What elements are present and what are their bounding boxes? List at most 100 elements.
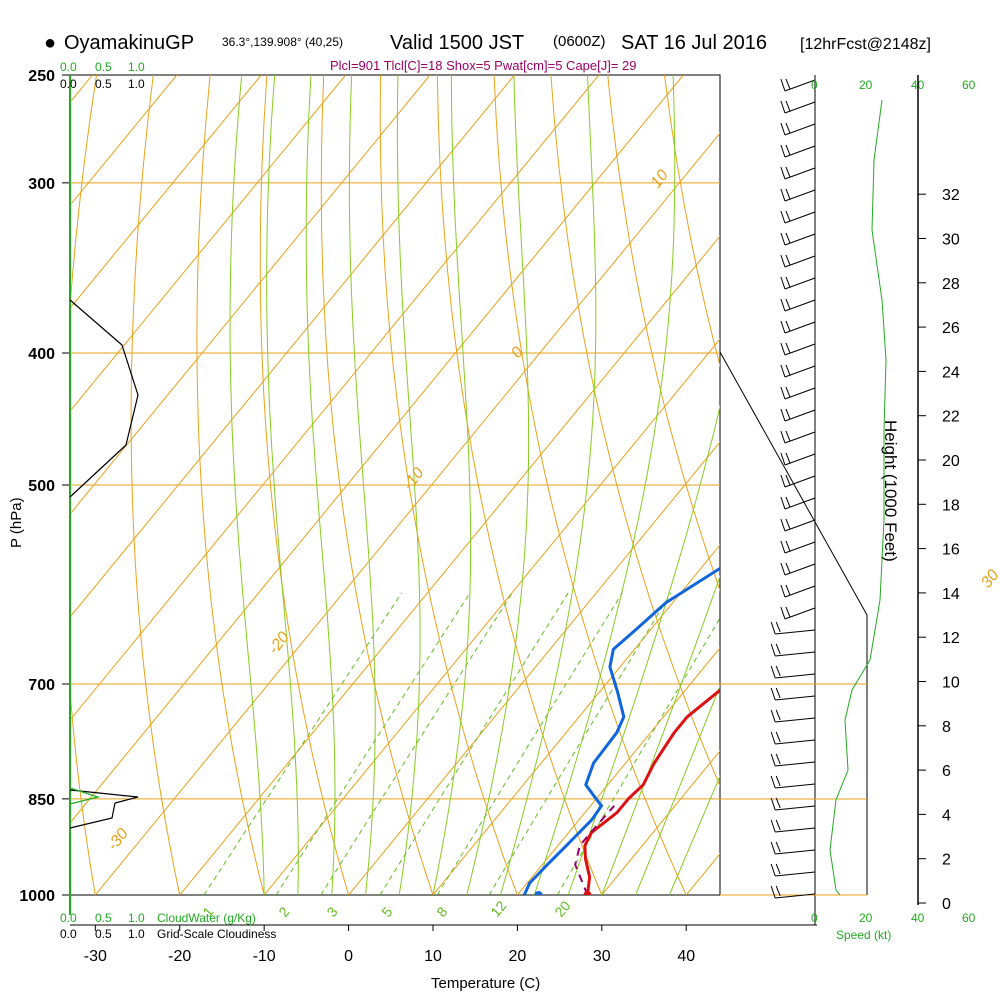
wind-barb-staff bbox=[775, 739, 816, 745]
wind-barb-staff bbox=[784, 189, 816, 202]
wind-barb-staff bbox=[784, 497, 816, 510]
wind-speed-top-60: 60 bbox=[962, 78, 976, 92]
wind-barb-flag bbox=[785, 342, 791, 354]
wind-speed-bottom-40: 40 bbox=[911, 911, 925, 925]
dry-adiabat-line bbox=[320, 75, 434, 895]
wind-barb-flag bbox=[780, 78, 786, 92]
wind-barb-staff bbox=[775, 761, 816, 767]
isotherm-label: -10 bbox=[400, 465, 428, 494]
p-tick-label: 300 bbox=[28, 176, 55, 193]
dry-adiabat-line bbox=[379, 75, 518, 895]
wind-barb-flag bbox=[785, 518, 791, 530]
height-axis-label: Height (1000 Feet) bbox=[881, 420, 900, 562]
temperature-surface-point bbox=[583, 891, 592, 895]
cloudiness-lower-profile bbox=[69, 789, 139, 829]
cloudiness-bottom-1: 1.0 bbox=[128, 927, 145, 941]
wind-barb-staff bbox=[784, 101, 816, 114]
wind-barb-staff bbox=[784, 233, 816, 246]
wind-barb-staff bbox=[784, 255, 816, 268]
p-tick-label: 500 bbox=[28, 478, 55, 495]
wind-barb-flag bbox=[780, 166, 786, 180]
height-tick-label: 12 bbox=[942, 630, 960, 647]
station-name: OyamakinuGP bbox=[64, 32, 194, 54]
wind-barb-flag bbox=[770, 841, 776, 855]
wind-barb-flag bbox=[785, 320, 791, 332]
height-tick-label: 24 bbox=[942, 364, 960, 381]
wind-barb-flag bbox=[780, 540, 786, 554]
wind-barb-staff bbox=[784, 343, 816, 356]
wind-barb-flag bbox=[770, 885, 776, 899]
wind-barb-staff bbox=[784, 365, 816, 378]
wind-barb-flag bbox=[775, 709, 781, 721]
p-tick-label: 850 bbox=[28, 792, 55, 809]
x-tick-label: 0 bbox=[344, 948, 353, 965]
height-tick-label: 26 bbox=[942, 320, 960, 337]
wind-barb-flag bbox=[775, 731, 781, 743]
wind-barb-staff bbox=[784, 387, 816, 400]
wind-speed-bottom-60: 60 bbox=[962, 911, 976, 925]
mixing-ratio-line bbox=[203, 592, 403, 895]
dry-adiabat-line bbox=[607, 75, 720, 592]
p-tick-label: 1000 bbox=[19, 888, 55, 905]
station-dot: ● bbox=[44, 32, 56, 54]
isotherm-line bbox=[432, 544, 720, 895]
wind-barb-staff bbox=[784, 585, 816, 598]
wind-barb-staff bbox=[784, 211, 816, 224]
dewpoint-surface-point bbox=[534, 891, 543, 895]
isotherm-line bbox=[70, 75, 600, 721]
isotherm-line bbox=[70, 75, 431, 515]
dry-adiabat-line bbox=[664, 75, 720, 368]
wind-barb-flag bbox=[785, 474, 791, 486]
wind-barb-flag bbox=[780, 100, 786, 114]
dry-adiabat-line bbox=[493, 75, 687, 895]
wind-barb-flag bbox=[785, 540, 791, 552]
dry-adiabat-line bbox=[550, 75, 720, 787]
height-tick-label: 10 bbox=[942, 675, 960, 692]
wind-barb-flag bbox=[785, 298, 791, 310]
mixing-ratio-line bbox=[379, 592, 569, 895]
wind-barb-staff bbox=[775, 629, 816, 635]
wind-barb-flag bbox=[770, 775, 776, 789]
x-axis-label: Temperature (C) bbox=[431, 975, 540, 992]
wind-speed-bottom-20: 20 bbox=[859, 911, 873, 925]
mixing-ratio-label: 5 bbox=[378, 904, 395, 920]
wind-barb-staff bbox=[784, 431, 816, 444]
wind-barb-staff bbox=[784, 277, 816, 290]
wind-speed-bottom-0: 0 bbox=[811, 911, 818, 925]
height-tick-label: 6 bbox=[942, 763, 951, 780]
valid-date: SAT 16 Jul 2016 bbox=[621, 32, 767, 54]
wind-barb-flag bbox=[770, 643, 776, 657]
wind-barb-flag bbox=[785, 276, 791, 288]
wind-barb-staff bbox=[775, 871, 816, 877]
y-axis-label: P (hPa) bbox=[8, 497, 25, 548]
wind-barb-flag bbox=[785, 210, 791, 222]
cloud-water-top-0: 0.0 bbox=[60, 60, 77, 74]
moist-adiabat-line bbox=[266, 75, 299, 895]
cloudiness-top-1: 1.0 bbox=[128, 77, 145, 91]
temperature-profile bbox=[583, 688, 720, 895]
wind-barb-staff bbox=[775, 849, 816, 855]
wind-barb-staff bbox=[775, 893, 816, 899]
height-tick-label: 20 bbox=[942, 453, 960, 470]
moist-adiabat-line bbox=[668, 774, 720, 895]
height-tick-label: 14 bbox=[942, 586, 960, 603]
mixing-ratio-label: 20 bbox=[551, 898, 573, 920]
wind-barb-flag bbox=[780, 562, 786, 576]
wind-barb-flag bbox=[770, 709, 776, 723]
isotherm-line bbox=[0, 75, 8, 895]
wind-barb-flag bbox=[770, 753, 776, 767]
wind-barb-flag bbox=[775, 753, 781, 765]
wind-barb-flag bbox=[780, 364, 786, 378]
chart-header: ● OyamakinuGP 36.3°,139.908° (40,25) Val… bbox=[44, 32, 931, 73]
wind-barb-staff bbox=[784, 409, 816, 422]
isotherm-label: 0 bbox=[508, 344, 527, 362]
mixing-ratio-line bbox=[556, 617, 720, 895]
wind-speed-top-20: 20 bbox=[859, 78, 873, 92]
wind-barb-staff bbox=[784, 321, 816, 334]
wind-barb-staff bbox=[784, 123, 816, 136]
parcel-path bbox=[574, 805, 615, 895]
wind-barb-staff bbox=[784, 519, 816, 532]
isotherm-label: 10 bbox=[648, 167, 672, 192]
wind-barb-staff bbox=[784, 475, 816, 488]
